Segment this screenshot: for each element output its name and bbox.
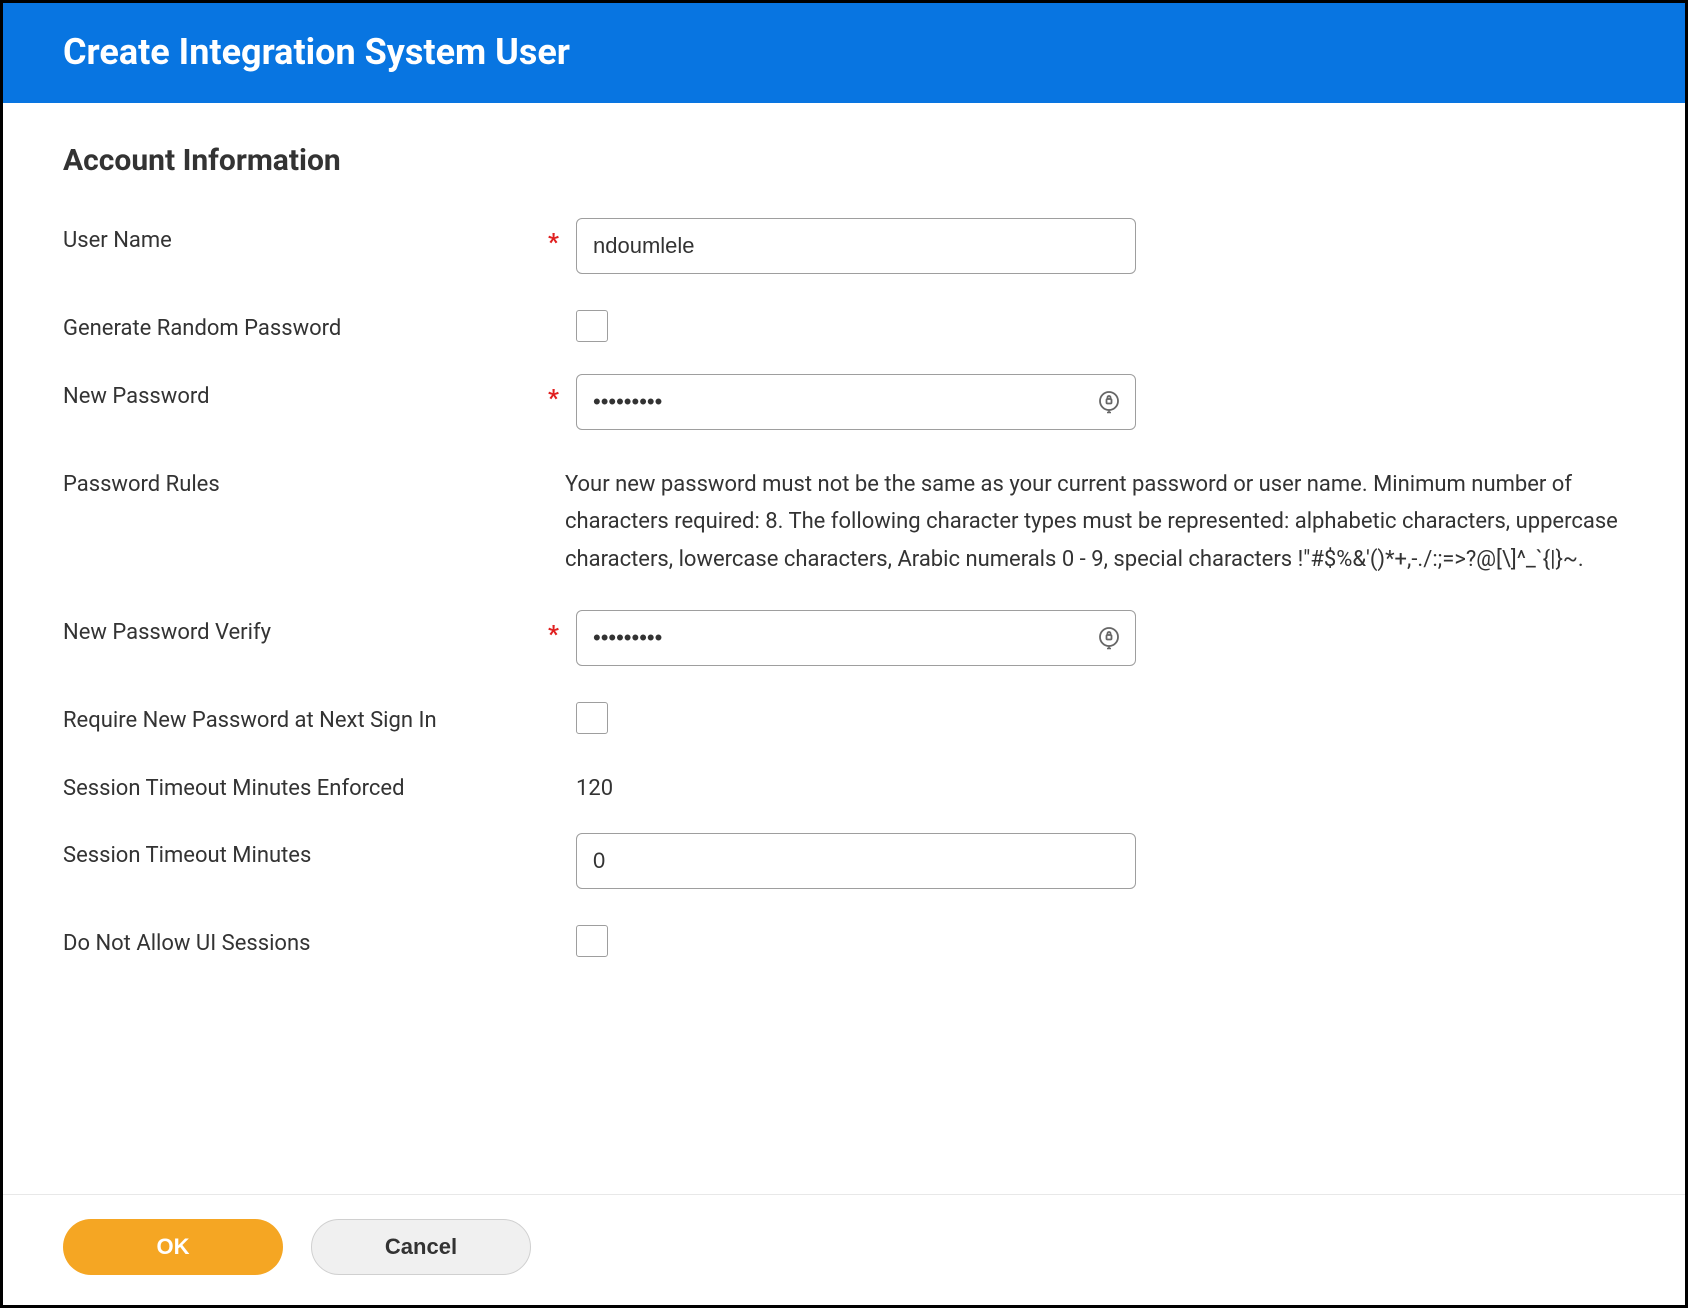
row-generate-random-password: Generate Random Password	[63, 306, 1625, 342]
required-mark: *	[548, 374, 576, 412]
row-user-name: User Name *	[63, 218, 1625, 274]
session-timeout-enforced-value: 120	[576, 766, 613, 801]
dialog-window: Create Integration System User Account I…	[0, 0, 1688, 1308]
label-session-timeout-enforced: Session Timeout Minutes Enforced	[63, 766, 548, 801]
label-session-timeout-minutes: Session Timeout Minutes	[63, 833, 548, 868]
generate-random-password-checkbox[interactable]	[576, 310, 608, 342]
user-name-input[interactable]	[576, 218, 1136, 274]
session-timeout-minutes-input[interactable]	[576, 833, 1136, 889]
label-require-new-password: Require New Password at Next Sign In	[63, 698, 548, 733]
new-password-input[interactable]	[576, 374, 1136, 430]
password-visibility-icon[interactable]	[1096, 625, 1122, 651]
row-session-timeout-enforced: Session Timeout Minutes Enforced 120	[63, 766, 1625, 801]
row-new-password-verify: New Password Verify *	[63, 610, 1625, 666]
label-new-password-verify: New Password Verify	[63, 610, 548, 645]
label-do-not-allow-ui: Do Not Allow UI Sessions	[63, 921, 548, 956]
section-title: Account Information	[63, 143, 1625, 178]
new-password-verify-input[interactable]	[576, 610, 1136, 666]
label-new-password: New Password	[63, 374, 548, 409]
required-mark: *	[548, 610, 576, 648]
label-user-name: User Name	[63, 218, 548, 253]
label-password-rules: Password Rules	[63, 462, 538, 497]
row-do-not-allow-ui: Do Not Allow UI Sessions	[63, 921, 1625, 957]
dialog-content: Account Information User Name * Generate…	[3, 103, 1685, 1194]
require-new-password-checkbox[interactable]	[576, 702, 608, 734]
password-visibility-icon[interactable]	[1096, 389, 1122, 415]
row-session-timeout-minutes: Session Timeout Minutes	[63, 833, 1625, 889]
do-not-allow-ui-checkbox[interactable]	[576, 925, 608, 957]
cancel-button[interactable]: Cancel	[311, 1219, 531, 1275]
label-generate-random-password: Generate Random Password	[63, 306, 548, 341]
row-new-password: New Password *	[63, 374, 1625, 430]
dialog-header: Create Integration System User	[3, 3, 1685, 103]
row-password-rules: Password Rules Your new password must no…	[63, 462, 1625, 578]
ok-button[interactable]: OK	[63, 1219, 283, 1275]
dialog-title: Create Integration System User	[63, 31, 1625, 73]
dialog-footer: OK Cancel	[3, 1194, 1685, 1305]
required-mark: *	[548, 218, 576, 256]
row-require-new-password: Require New Password at Next Sign In	[63, 698, 1625, 734]
password-rules-text: Your new password must not be the same a…	[565, 462, 1625, 578]
